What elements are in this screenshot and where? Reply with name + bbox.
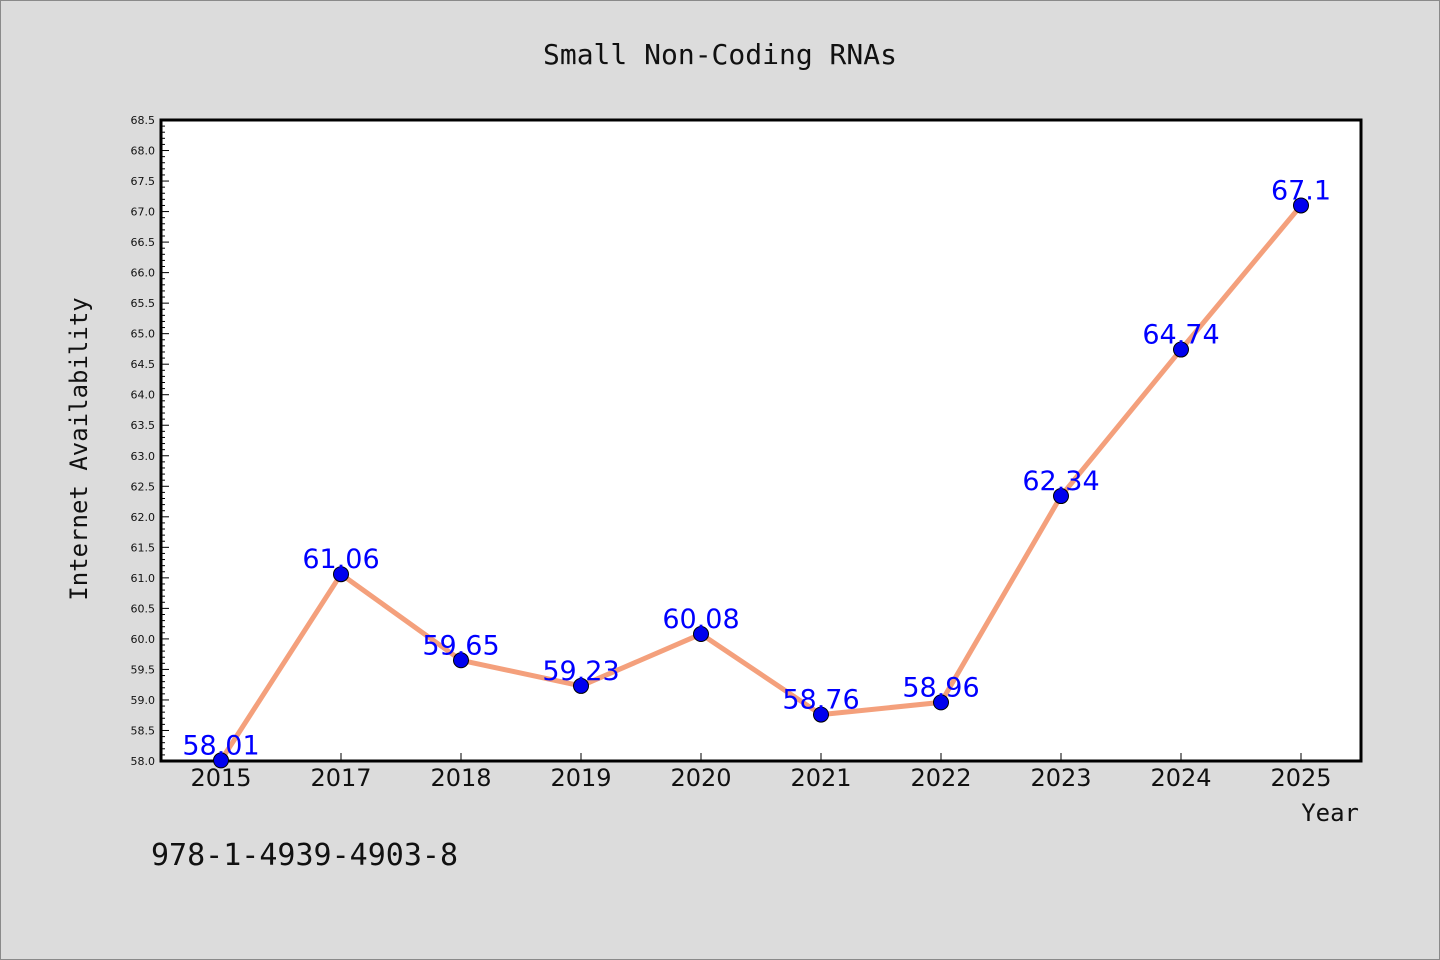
x-tick-label: 2022	[910, 764, 971, 792]
x-tick-label: 2025	[1270, 764, 1331, 792]
y-axis-label: Internet Availability	[65, 297, 93, 600]
y-tick-label: 66.0	[131, 267, 156, 280]
y-tick-label: 61.0	[131, 572, 156, 585]
y-tick-label: 59.0	[131, 694, 156, 707]
y-tick-label: 63.5	[131, 419, 156, 432]
x-tick-label: 2023	[1030, 764, 1091, 792]
data-label: 58.76	[782, 685, 859, 716]
data-label: 61.06	[302, 544, 379, 575]
x-tick-label: 2020	[670, 764, 731, 792]
y-tick-label: 62.5	[131, 480, 156, 493]
x-axis-label: Year	[1301, 799, 1359, 827]
data-label: 64.74	[1142, 320, 1219, 351]
data-label: 58.01	[182, 730, 259, 761]
y-tick-label: 65.5	[131, 297, 156, 310]
y-tick-label: 58.0	[131, 755, 156, 768]
data-point	[1053, 488, 1069, 505]
y-tick-label: 64.0	[131, 389, 156, 402]
data-point	[573, 677, 589, 694]
x-tick-label: 2017	[310, 764, 371, 792]
data-label: 59.23	[542, 656, 619, 687]
y-tick-label: 66.5	[131, 236, 156, 249]
y-tick-label: 58.5	[131, 724, 156, 737]
y-tick-label: 65.0	[131, 328, 156, 341]
data-label: 58.96	[902, 672, 979, 703]
y-tick-label: 63.0	[131, 450, 156, 463]
data-label: 60.08	[662, 604, 739, 635]
data-point	[1293, 197, 1309, 214]
isbn-annotation: 978-1-4939-4903-8	[151, 838, 458, 873]
data-point	[933, 694, 949, 711]
y-tick-label: 64.5	[131, 358, 156, 371]
data-label: 59.65	[422, 630, 499, 661]
data-point	[333, 566, 349, 583]
data-label: 62.34	[1022, 466, 1099, 497]
series-line	[218, 202, 1304, 763]
y-tick-label: 68.5	[131, 114, 156, 127]
y-tick-label: 60.0	[131, 633, 156, 646]
data-point	[213, 752, 229, 769]
x-tick-label: 2021	[790, 764, 851, 792]
data-point	[813, 706, 829, 723]
y-tick-label: 59.5	[131, 663, 156, 676]
y-tick-label: 68.0	[131, 145, 156, 158]
y-tick-label: 67.5	[131, 175, 156, 188]
x-tick-label: 2024	[1150, 764, 1211, 792]
x-tick-label: 2015	[190, 764, 251, 792]
x-axis: 2015 2017 2018 2019 2020 2021 2022 2023 2024 2025	[190, 753, 1332, 792]
data-point	[693, 626, 709, 643]
chart-title: Small Non-Coding RNAs	[543, 38, 897, 71]
y-tick-label: 62.0	[131, 511, 156, 524]
y-axis: 58.0 58.5 59.0 59.5 60.0 60.5 61.0 61.5 62.0 62.5…	[131, 114, 169, 768]
data-point	[1173, 341, 1189, 358]
x-tick-label: 2018	[430, 764, 491, 792]
y-tick-label: 61.5	[131, 541, 156, 554]
plot-area	[159, 118, 1363, 763]
x-tick-label: 2019	[550, 764, 611, 792]
data-point	[453, 652, 469, 669]
y-tick-label: 60.5	[131, 602, 156, 615]
y-tick-label: 67.0	[131, 206, 156, 219]
series-layer: 58.01 61.06 59.65 59.23 60.08 58.76 58.96 62.34…	[182, 175, 1331, 769]
data-label: 67.1	[1271, 175, 1331, 206]
